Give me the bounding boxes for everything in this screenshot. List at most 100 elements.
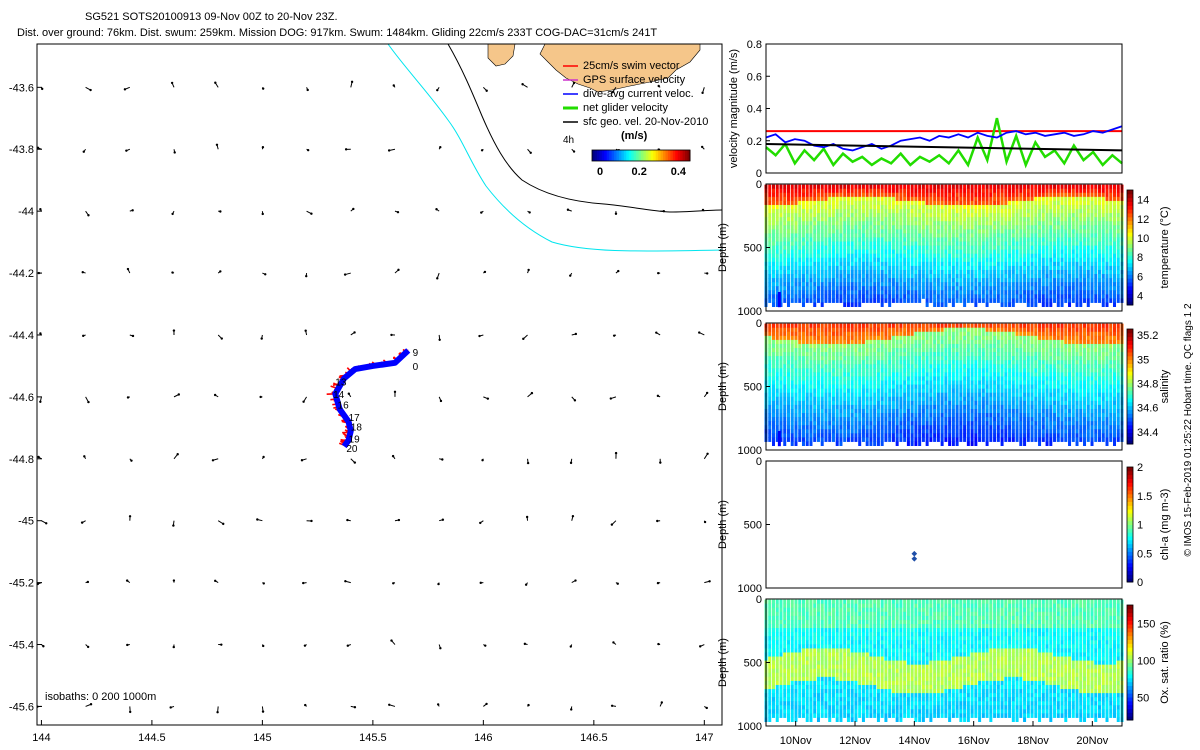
profile-cell xyxy=(1004,261,1008,267)
profile-cell xyxy=(899,388,903,394)
profile-cell xyxy=(936,233,940,238)
profile-cell xyxy=(839,241,843,247)
profile-cell xyxy=(974,294,978,299)
profile-cell xyxy=(1094,274,1098,279)
profile-cell xyxy=(846,204,850,210)
profile-cell xyxy=(929,404,933,410)
profile-cell xyxy=(955,388,959,394)
profile-cell xyxy=(959,257,963,263)
profile-cell xyxy=(959,221,963,226)
profile-cell xyxy=(835,274,839,279)
profile-cell xyxy=(899,400,903,406)
profile-cell xyxy=(906,343,910,349)
profile-cell xyxy=(779,380,783,386)
profile-cell xyxy=(805,396,809,402)
profile-cell xyxy=(895,261,899,267)
profile-cell xyxy=(786,404,790,410)
profile-cell xyxy=(918,290,922,295)
profile-cell xyxy=(880,209,884,214)
profile-cell xyxy=(891,421,895,426)
map-colorbar-cell xyxy=(604,150,608,161)
profile-cell xyxy=(963,352,967,357)
profile-cell xyxy=(1049,204,1053,210)
profile-cell xyxy=(828,192,832,198)
profile-cell xyxy=(918,352,922,357)
profile-cell xyxy=(805,380,809,386)
profile-cell xyxy=(1023,196,1027,202)
profile-cell xyxy=(771,278,775,283)
profile-cell xyxy=(790,257,794,263)
profile-cell xyxy=(910,441,914,446)
profile-cell xyxy=(783,204,787,210)
profile-cell xyxy=(1030,233,1034,238)
profile-cell xyxy=(936,286,940,291)
profile-cell xyxy=(854,282,858,287)
profile-cell xyxy=(854,204,858,210)
profile-cell xyxy=(801,404,805,410)
profile-cell xyxy=(869,364,873,369)
profile-cell xyxy=(820,441,824,446)
profile-cell xyxy=(1056,282,1060,287)
profile-cell xyxy=(903,282,907,287)
profile-cell xyxy=(861,192,865,198)
profile-cell xyxy=(918,360,922,365)
profile-cell xyxy=(925,417,929,422)
profile-cell xyxy=(771,364,775,369)
profile-cell xyxy=(951,421,955,426)
profile-cell xyxy=(925,384,929,390)
profile-cell xyxy=(906,241,910,247)
profile-cell xyxy=(933,245,937,251)
profile-cell xyxy=(869,413,873,418)
profile-cell xyxy=(929,400,933,406)
profile-cell xyxy=(929,249,933,255)
profile-cell xyxy=(1101,241,1105,247)
profile-cell xyxy=(880,372,884,377)
profile-cell xyxy=(1083,233,1087,238)
profile-cell xyxy=(1041,278,1045,283)
profile-cell xyxy=(1079,261,1083,267)
profile-cell xyxy=(1090,233,1094,238)
profile-cell xyxy=(771,421,775,426)
profile-cell xyxy=(921,433,925,438)
profile-cell xyxy=(846,352,850,357)
profile-cell xyxy=(1079,200,1083,206)
profile-cell xyxy=(801,433,805,438)
profile-cell xyxy=(959,225,963,230)
profile-cell xyxy=(828,200,832,206)
isobath-1000m xyxy=(447,44,722,213)
profile-cell xyxy=(798,400,802,406)
profile-cell xyxy=(809,298,813,303)
profile-cell xyxy=(828,265,832,271)
profile-cell xyxy=(865,290,869,295)
profile-cell xyxy=(1109,188,1113,194)
profile-cell xyxy=(940,209,944,214)
profile-cell xyxy=(846,437,850,442)
profile-cell xyxy=(925,408,929,414)
profile-cell xyxy=(1015,196,1019,202)
profile-cell xyxy=(865,433,869,438)
profile-cell xyxy=(1101,298,1105,303)
profile-cell xyxy=(835,360,839,365)
profile-cell xyxy=(1105,302,1109,307)
profile-cell xyxy=(929,188,933,194)
profile-cell xyxy=(861,408,865,414)
profile-cell xyxy=(1116,241,1120,247)
profile-cell xyxy=(816,241,820,247)
profile-cell xyxy=(1000,249,1004,255)
profile-cell xyxy=(775,352,779,357)
profile-cell xyxy=(786,368,790,373)
profile-cell xyxy=(801,339,805,345)
profile-cell xyxy=(801,286,805,291)
profile-cell xyxy=(948,282,952,287)
profile-cell xyxy=(805,392,809,398)
profile-cell xyxy=(1041,269,1045,275)
profile-cell xyxy=(843,282,847,287)
profile-cell xyxy=(805,217,809,222)
profile-cell xyxy=(910,417,914,422)
profile-cell xyxy=(813,302,817,307)
profile-cell xyxy=(831,323,835,329)
profile-cell xyxy=(963,269,967,275)
profile-cell xyxy=(839,274,843,279)
profile-cell xyxy=(768,425,772,430)
profile-cell xyxy=(1086,278,1090,283)
